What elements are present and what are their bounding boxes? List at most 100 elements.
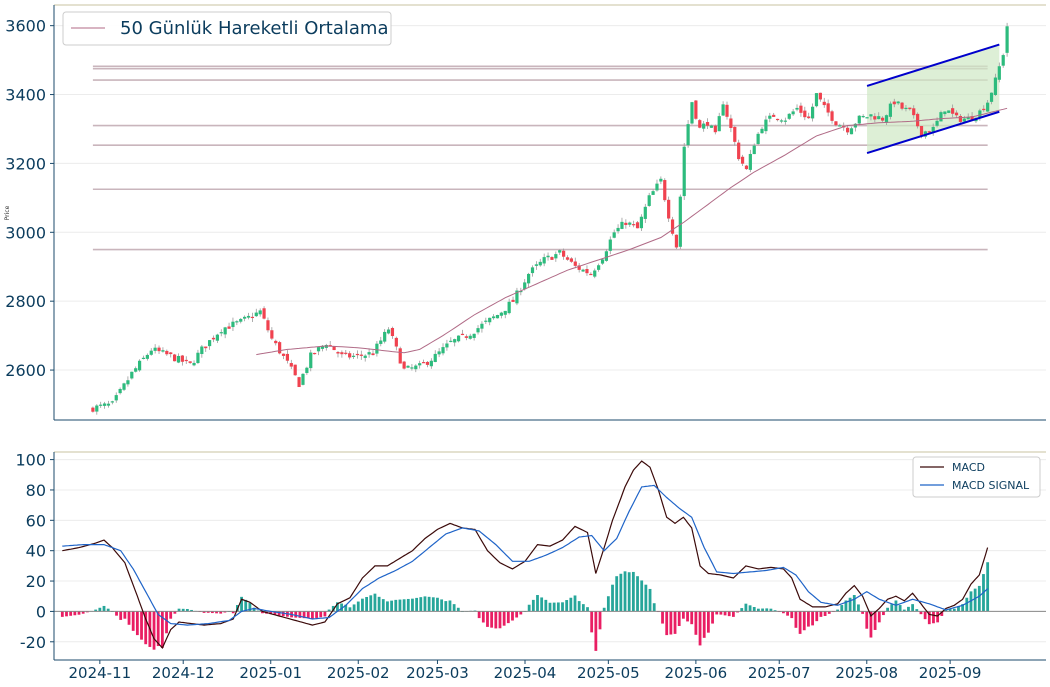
candle <box>157 345 161 354</box>
candle-body <box>153 347 157 351</box>
macd-histogram-bar <box>456 607 460 612</box>
date-x-ticks: 2024-11 2024-12 2025-01 2025-02 2025-03 2025-… <box>69 660 982 682</box>
macd-histogram-bar <box>602 607 606 612</box>
date-tick-label: 2025-03 <box>406 664 469 682</box>
candle <box>433 350 437 363</box>
candle-body <box>904 107 908 110</box>
candle-body <box>211 337 216 340</box>
candle-body <box>344 352 348 354</box>
macd-histogram-bar <box>611 584 614 612</box>
macd-histogram-bar <box>402 599 406 612</box>
macd-histogram-bar <box>65 611 68 617</box>
macd-histogram-bar <box>81 611 85 614</box>
candle-body <box>585 269 589 274</box>
macd-histogram-bar <box>961 604 965 612</box>
candle-body <box>484 320 488 322</box>
macd-histogram-bar <box>773 610 777 612</box>
macd-histogram-bar <box>727 611 731 617</box>
candle <box>589 272 593 276</box>
candle <box>499 311 503 319</box>
candle <box>126 376 130 387</box>
macd-histogram-bar <box>306 611 310 619</box>
candle <box>760 127 764 134</box>
candle <box>383 329 387 344</box>
candle-body <box>865 117 869 119</box>
macd-histogram-bar <box>556 602 560 612</box>
candle-body <box>519 290 523 293</box>
candle <box>772 112 776 117</box>
date-tick-label: 2025-01 <box>239 664 302 682</box>
candle <box>118 387 122 395</box>
macd-line <box>62 460 989 649</box>
macd-histogram-bar <box>673 611 677 634</box>
candle-body <box>916 113 920 127</box>
candle <box>270 327 274 341</box>
macd-histogram-bar <box>919 611 923 615</box>
macd-histogram-bar <box>386 601 389 612</box>
candle-body <box>157 347 161 352</box>
macd-histogram-bar <box>569 597 573 612</box>
candle-body <box>686 124 690 146</box>
candle <box>651 189 655 196</box>
candle <box>562 248 566 260</box>
macd-histogram-bar <box>319 611 323 618</box>
macd-histogram-bar <box>586 607 589 612</box>
macd-histogram-bar <box>765 608 769 612</box>
candle-body <box>655 183 659 191</box>
candle <box>752 143 756 155</box>
candle <box>421 359 426 364</box>
candle-body <box>958 115 963 122</box>
candle-body <box>507 301 511 314</box>
candle-body <box>102 403 107 406</box>
date-tick-label: 2025-05 <box>577 664 640 682</box>
macd-histogram-bar <box>661 611 664 624</box>
candle-body <box>740 156 745 164</box>
macd-histogram-bar <box>348 607 352 612</box>
macd-histogram-bar <box>486 611 489 627</box>
candle <box>491 314 496 320</box>
candle-body <box>180 355 184 362</box>
macd-histogram-bar <box>615 576 619 612</box>
candle-body <box>737 142 741 160</box>
candle-body <box>351 355 356 357</box>
date-tick-label: 2025-09 <box>919 664 982 682</box>
macd-histogram-bar <box>665 611 669 636</box>
macd-histogram-bar <box>240 596 243 612</box>
candle-body <box>441 347 445 354</box>
candle <box>355 350 360 359</box>
candle <box>1005 22 1009 57</box>
candle-body <box>803 110 807 118</box>
candle <box>95 404 99 415</box>
candle-body <box>91 407 95 412</box>
candle-body <box>176 355 181 363</box>
candle <box>670 216 675 236</box>
candle <box>659 176 663 185</box>
candle <box>410 364 414 371</box>
macd-histogram-bar <box>315 611 318 618</box>
macd-histogram-bar <box>261 611 264 614</box>
candle-body <box>223 327 227 335</box>
macd-histogram-bar <box>706 611 710 633</box>
candle-body <box>476 328 480 333</box>
candle-body <box>149 350 153 355</box>
candle <box>398 346 402 364</box>
candle <box>702 120 706 132</box>
macd-histogram-bar <box>406 598 410 612</box>
price-legend: 50 Günlük Hareketli Ortalama <box>62 11 392 46</box>
candle <box>546 252 550 261</box>
macd-histogram-bar <box>427 596 431 612</box>
macd-histogram-bar <box>936 611 940 623</box>
candle <box>530 265 535 277</box>
macd-histogram-bar <box>144 611 148 645</box>
candle <box>332 346 336 351</box>
macd-histogram-bar <box>840 605 844 612</box>
candle <box>445 339 449 351</box>
candle-body <box>414 365 418 370</box>
candle-body <box>313 352 317 355</box>
candle <box>484 317 488 325</box>
macd-tick-label: 20 <box>26 572 46 591</box>
candle-body <box>989 92 994 102</box>
candle-body <box>682 146 686 197</box>
